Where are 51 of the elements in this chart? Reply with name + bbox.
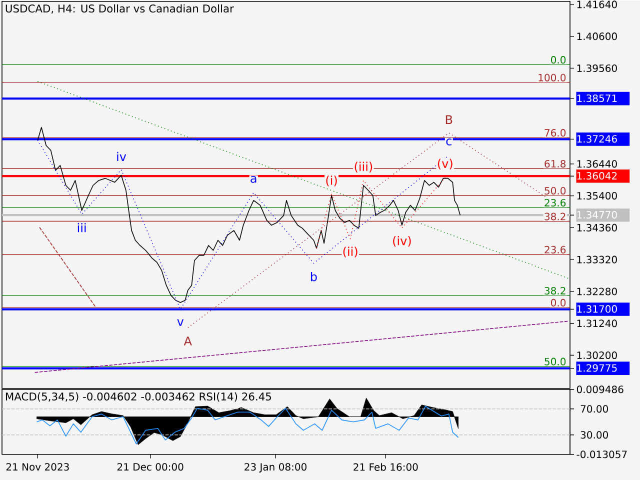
- annotation: 0.0: [551, 298, 566, 306]
- annotation: 61.8: [544, 160, 566, 168]
- annotation: iii: [78, 222, 86, 232]
- annotation: c: [446, 138, 452, 146]
- annotation: b: [310, 272, 317, 282]
- y-tick-label: 1.34360: [577, 224, 617, 232]
- annotation: 38.2: [544, 286, 566, 294]
- annotation: B: [446, 115, 452, 124]
- annotation: 23.6: [544, 198, 566, 206]
- y-tick-label: 1.35400: [577, 192, 617, 200]
- y-tick-label: 1.39560: [577, 64, 617, 72]
- annotation: 76.0: [544, 128, 566, 136]
- annotation: 38.2: [544, 212, 566, 220]
- annotation: (i): [326, 175, 337, 186]
- y-tick-label: 1.37246: [577, 134, 617, 142]
- annotation: v: [177, 319, 184, 326]
- y2-tick-label: 70.00: [580, 404, 608, 412]
- y-tick-label: 1.36042: [577, 172, 617, 180]
- y-tick-label: 1.40600: [577, 32, 617, 40]
- y-tick-label: 1.41640: [577, 0, 617, 8]
- y-tick-label: 1.31240: [577, 319, 617, 327]
- y2-tick-label: 30.00: [580, 430, 608, 438]
- y-tick-label: 1.30200: [577, 351, 617, 359]
- x-tick-label: 23 Jan 08:00: [244, 462, 306, 472]
- y-tick-label: 1.31700: [577, 304, 617, 313]
- y-tick-label: 1.36440: [577, 160, 617, 168]
- annotation: 100.0: [538, 74, 566, 82]
- chart-title: MACD(5,34,5) -0.004602 -0.003462 RSI(14) 26.45: [6, 392, 271, 402]
- annotation: A: [184, 336, 192, 346]
- annotation: (v): [438, 158, 452, 170]
- y-tick-label: 1.32280: [577, 288, 617, 296]
- annotation: a: [250, 176, 256, 183]
- annotation: 23.6: [544, 246, 566, 254]
- x-tick-label: 21 Dec 00:00: [117, 462, 184, 470]
- annotation: 50.0: [544, 186, 566, 194]
- annotation: iv: [117, 152, 126, 161]
- y-tick-label: 1.33320: [577, 256, 617, 264]
- annotation: 0.0: [551, 56, 566, 64]
- y-tick-label: 1.34770: [577, 210, 617, 218]
- y-tick-label: 1.38571: [577, 94, 617, 102]
- annotation: (iii): [354, 162, 372, 172]
- y-tick-label: -0.013057: [576, 450, 627, 458]
- x-tick-label: 21 Nov 2023: [6, 462, 69, 470]
- annotation: 50.0: [544, 358, 566, 366]
- y-tick-label: 0.009486: [576, 385, 624, 393]
- chart-title: USDCAD, H4: US Dollar vs Canadian Dollar: [6, 4, 234, 14]
- line-series: [36, 406, 459, 444]
- annotation: (iv): [393, 236, 411, 246]
- y-tick-label: 1.29775: [577, 364, 617, 372]
- x-tick-label: 21 Feb 16:00: [354, 462, 418, 471]
- annotation: (ii): [343, 246, 358, 258]
